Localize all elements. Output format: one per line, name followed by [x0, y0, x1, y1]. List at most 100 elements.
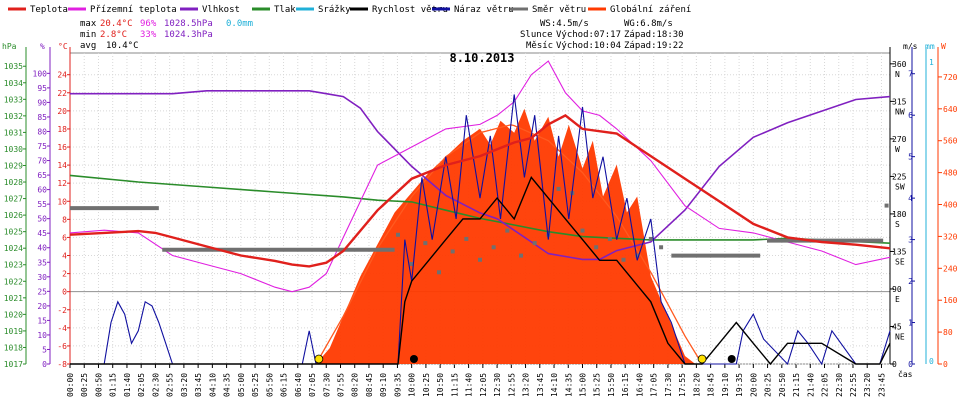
- dir-tick-compass: SW: [895, 182, 905, 191]
- series-smer-vetru-point: [478, 257, 482, 262]
- pct-tick-label: 5: [42, 345, 47, 354]
- ms-axis-label: m/s: [903, 42, 918, 51]
- x-axis-label: čas: [898, 369, 913, 379]
- x-tick-label: 02:05: [137, 373, 146, 397]
- legend-label: Teplota: [30, 5, 68, 15]
- series-smer-vetru-point: [621, 257, 626, 262]
- dir-tick-compass: N: [895, 70, 900, 79]
- series-smer-vetru-point: [532, 241, 537, 246]
- pct-tick-label: 70: [37, 157, 47, 166]
- dir-tick-compass: E: [895, 295, 900, 304]
- ms-tick-label: 6: [908, 111, 913, 120]
- legend-label: Tlak: [274, 5, 296, 15]
- sun-label: Slunce: [520, 30, 553, 40]
- ms-tick-label: 2: [908, 277, 913, 286]
- x-tick-label: 03:20: [180, 373, 189, 397]
- series-smer-vetru-point: [450, 249, 455, 254]
- sun-rise-marker: [314, 354, 324, 364]
- series-teplota: [69, 113, 891, 268]
- series-smer-vetru-point: [519, 253, 523, 258]
- dir-tick-label: 90: [892, 285, 902, 294]
- stat-max-temp: 20.4°C: [100, 19, 133, 29]
- x-tick-label: 07:05: [308, 373, 317, 397]
- dir-tick-label: 360: [892, 60, 907, 69]
- x-tick-label: 19:10: [721, 373, 730, 397]
- legend-label: Globální záření: [610, 5, 691, 15]
- degc-tick-label: 12: [57, 179, 67, 188]
- hpa-tick-label: 1030: [4, 145, 23, 154]
- x-tick-label: 11:40: [465, 373, 474, 397]
- x-tick-label: 10:25: [422, 373, 431, 397]
- series-smer-vetru-point: [648, 236, 653, 241]
- sun-rise: Východ:07:17: [556, 30, 621, 40]
- stat-min-temp: 2.8°C: [100, 30, 127, 40]
- pct-tick-label: 25: [37, 287, 47, 296]
- pct-tick-label: 35: [37, 258, 47, 267]
- legend-label: Rychlost větru: [372, 5, 448, 15]
- w-tick-label: 160: [943, 296, 958, 305]
- pct-axis-label: %: [40, 42, 45, 51]
- x-tick-label: 23:45: [877, 373, 886, 397]
- x-tick-label: 17:30: [664, 373, 673, 397]
- w-tick-label: 640: [943, 105, 958, 114]
- x-tick-label: 05:00: [237, 373, 246, 397]
- ms-tick-label: 0: [908, 360, 913, 369]
- x-tick-label: 23:20: [863, 373, 872, 397]
- legend: Teplota Přízemní teplota Vlhkost Tlak Srážky…: [8, 5, 691, 15]
- pct-tick-label: 0: [42, 360, 47, 369]
- x-tick-label: 20:50: [778, 373, 787, 397]
- w-tick-label: 320: [943, 232, 958, 241]
- x-tick-label: 22:30: [835, 373, 844, 397]
- dir-tick-label: 270: [892, 135, 907, 144]
- legend-label: Náraz větru: [454, 5, 514, 15]
- series-smer-vetru-point: [423, 241, 428, 246]
- pct-tick-label: 100: [33, 69, 48, 78]
- dir-tick-compass: W: [895, 145, 900, 154]
- x-tick-label: 22:05: [821, 373, 830, 397]
- series-smer-vetru-point: [505, 228, 510, 233]
- dir-tick-label: 180: [892, 210, 907, 219]
- x-tick-label: 05:25: [251, 373, 260, 397]
- pct-tick-label: 20: [37, 302, 47, 311]
- hpa-tick-label: 1028: [4, 178, 23, 187]
- pct-tick-label: 10: [37, 331, 47, 340]
- hpa-tick-label: 1018: [4, 343, 23, 352]
- x-tick-label: 17:05: [650, 373, 659, 397]
- degc-tick-label: 4: [62, 252, 67, 261]
- x-tick-label: 12:55: [507, 373, 516, 397]
- pct-tick-label: 80: [37, 127, 47, 136]
- x-tick-label: 20:25: [764, 373, 773, 397]
- pct-tick-label: 95: [37, 84, 47, 93]
- mm-tick-label: 1: [929, 58, 934, 67]
- sun-set: Západ:18:30: [624, 30, 684, 40]
- dir-tick-compass: SE: [895, 257, 905, 266]
- stat-min-press: 1024.3hPa: [164, 30, 213, 40]
- x-tick-label: 16:40: [635, 373, 644, 397]
- x-tick-label: 15:50: [607, 373, 616, 397]
- hpa-tick-label: 1017: [4, 360, 23, 369]
- hpa-axis-label: hPa: [2, 42, 17, 51]
- mm-axis-label: mm: [925, 42, 935, 51]
- pct-tick-label: 40: [37, 244, 47, 253]
- x-tick-label: 08:45: [365, 373, 374, 397]
- hpa-tick-label: 1032: [4, 112, 23, 121]
- x-tick-label: 00:50: [94, 373, 103, 397]
- hpa-tick-label: 1034: [4, 79, 23, 88]
- x-tick-label: 04:35: [223, 373, 232, 397]
- ms-tick-label: 4: [908, 194, 913, 203]
- x-tick-label: 00:00: [66, 373, 75, 397]
- dir-tick-label: 225: [892, 172, 907, 181]
- x-tick-label: 07:30: [322, 373, 331, 397]
- dir-tick-compass: NW: [895, 107, 905, 116]
- x-tick-label: 12:30: [493, 373, 502, 397]
- x-tick-label: 01:40: [123, 373, 132, 397]
- hpa-tick-label: 1031: [4, 128, 23, 137]
- x-tick-label: 03:45: [194, 373, 203, 397]
- hpa-tick-label: 1026: [4, 211, 23, 220]
- w-tick-label: 80: [943, 328, 953, 337]
- x-tick-label: 06:15: [280, 373, 289, 397]
- dir-tick-compass: NE: [895, 332, 905, 341]
- degc-tick-label: 10: [57, 197, 67, 206]
- stat-max-press: 1028.5hPa: [164, 19, 213, 29]
